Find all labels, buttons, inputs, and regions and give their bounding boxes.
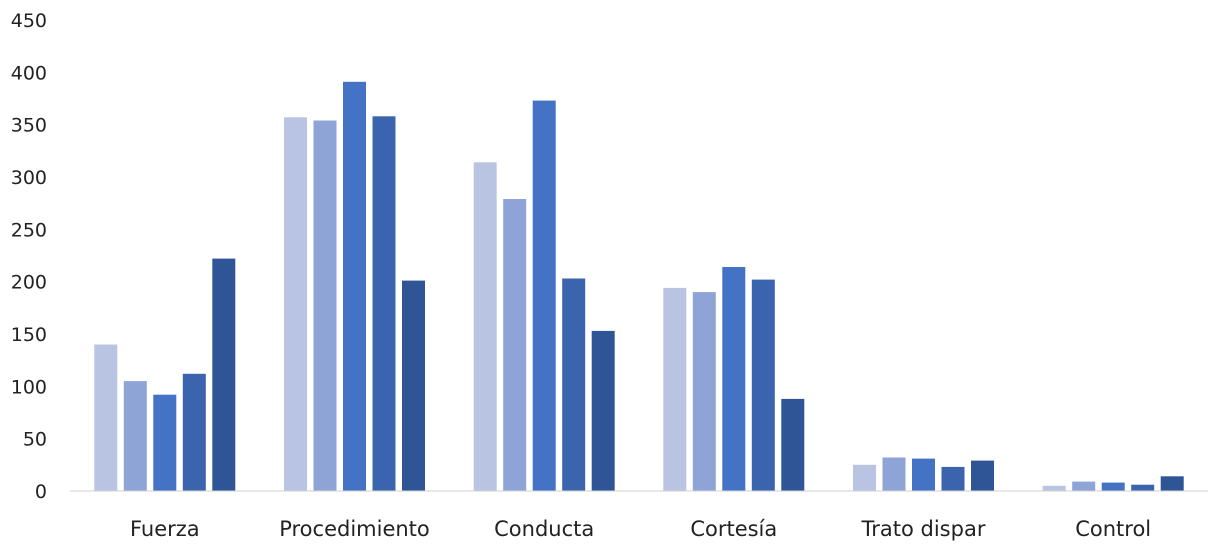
- bar-fuerza-series-2: [123, 381, 147, 491]
- bar-procedimiento-series-1: [284, 117, 307, 492]
- bar-procedimiento-series-2: [313, 120, 337, 491]
- bar-cortesía-series-1: [663, 287, 687, 491]
- y-tick-label: 450: [11, 10, 47, 32]
- bar-cortesía-series-4: [751, 279, 775, 491]
- x-tick-label: Trato dispar: [861, 517, 986, 541]
- y-tick-label: 0: [35, 481, 47, 503]
- bar-series-group: [94, 81, 1184, 492]
- bar-cortesía-series-3: [722, 267, 746, 491]
- bar-conducta-series-2: [503, 199, 527, 491]
- x-axis-ticks: Fuerza Procedimiento Conducta Cortesía Trato…: [130, 517, 1151, 541]
- x-tick-label: Control: [1075, 517, 1151, 541]
- bar-cortesía-series-2: [692, 292, 716, 491]
- bar-trato-dispar-series-3: [912, 458, 935, 491]
- bar-trato-dispar-series-5: [971, 460, 994, 491]
- bar-trato-dispar-series-4: [941, 466, 965, 491]
- bar-fuerza-series-1: [94, 344, 118, 491]
- y-axis-ticks: 0 50 100 150 200 250 300 350 400 450: [11, 10, 47, 503]
- bar-control-series-4: [1131, 484, 1155, 491]
- bar-control-series-2: [1072, 481, 1096, 491]
- y-tick-label: 300: [11, 167, 47, 189]
- y-tick-label: 250: [11, 219, 47, 241]
- x-tick-label: Cortesía: [690, 517, 777, 541]
- y-tick-label: 200: [11, 272, 47, 294]
- y-tick-label: 350: [11, 115, 47, 137]
- bar-trato-dispar-series-1: [853, 464, 876, 491]
- bar-trato-dispar-series-2: [882, 457, 906, 491]
- bar-cortesía-series-5: [781, 398, 805, 491]
- x-tick-label: Fuerza: [130, 517, 200, 541]
- y-tick-label: 400: [11, 62, 47, 84]
- y-tick-label: 50: [23, 429, 47, 451]
- x-tick-label: Conducta: [494, 517, 594, 541]
- y-tick-label: 100: [11, 376, 47, 398]
- bar-conducta-series-1: [473, 162, 497, 492]
- bar-conducta-series-3: [532, 100, 556, 491]
- bar-control-series-3: [1101, 482, 1125, 491]
- bar-conducta-series-4: [562, 278, 586, 491]
- bar-conducta-series-5: [591, 330, 615, 491]
- bar-control-series-5: [1160, 476, 1184, 491]
- x-tick-label: Procedimiento: [279, 517, 430, 541]
- bar-fuerza-series-4: [182, 373, 206, 491]
- bar-procedimiento-series-3: [343, 81, 366, 492]
- bar-fuerza-series-5: [212, 258, 236, 491]
- bar-procedimiento-series-4: [372, 116, 396, 492]
- bar-fuerza-series-3: [153, 394, 177, 491]
- y-tick-label: 150: [11, 324, 47, 346]
- bar-procedimiento-series-5: [402, 280, 425, 491]
- bar-control-series-1: [1042, 485, 1066, 491]
